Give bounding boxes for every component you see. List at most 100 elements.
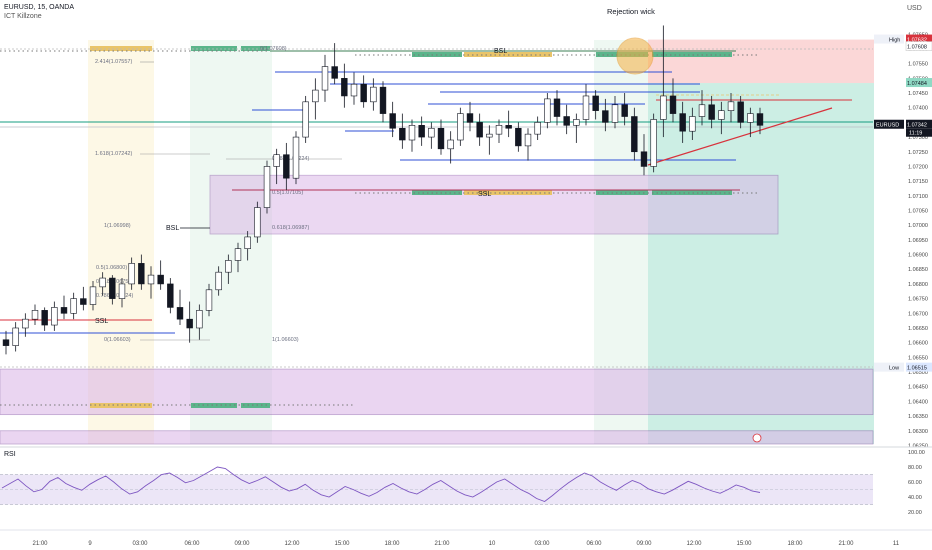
candle-body xyxy=(283,154,290,179)
indicator-name: ICT Killzone xyxy=(4,13,42,20)
price-tag-bg xyxy=(874,119,904,129)
candle-body xyxy=(611,104,619,123)
price-badge-label: 1.07608 xyxy=(907,45,927,51)
candle-body xyxy=(698,104,706,117)
price-tick-label: 1.06850 xyxy=(908,267,928,273)
fib-level-label: 1(1.06998) xyxy=(104,223,131,229)
candle-body xyxy=(544,98,551,123)
candle-body xyxy=(708,104,715,120)
candle-body xyxy=(109,277,116,299)
candle-body xyxy=(12,327,19,346)
time-tick-label: 21:00 xyxy=(32,541,48,547)
purple-lower-zone xyxy=(0,368,874,416)
price-tick-label: 1.07100 xyxy=(908,194,928,200)
candle-body xyxy=(418,125,425,138)
candle-body xyxy=(2,339,10,346)
price-tick-label: 1.06700 xyxy=(908,311,928,317)
candle-body xyxy=(138,263,145,285)
ssl-label: SSL xyxy=(478,191,491,198)
candle-body xyxy=(244,236,251,249)
time-tick-label: 21:00 xyxy=(434,541,450,547)
purple-ob-zone xyxy=(209,174,779,235)
countdown-label: 11:19 xyxy=(909,131,922,137)
candle-body xyxy=(196,310,203,329)
candle-body xyxy=(379,86,387,114)
countdown-bg xyxy=(906,128,932,137)
candle-body xyxy=(447,139,454,150)
candle-body xyxy=(370,86,377,103)
killzone-bar xyxy=(652,190,732,195)
price-badge-label: 1.07632 xyxy=(907,38,927,44)
price-tick-label: 1.07000 xyxy=(908,223,928,229)
price-tick-label: 1.06400 xyxy=(908,399,928,405)
killzone-bar xyxy=(241,403,270,408)
time-tick-label: 15:00 xyxy=(334,541,350,547)
price-tick-label: 1.06300 xyxy=(908,429,928,435)
candle-body xyxy=(602,110,609,123)
candle-body xyxy=(22,318,29,329)
time-tick-label: 15:00 xyxy=(736,541,752,547)
fib-level-label: 0.5(1.07105) xyxy=(272,190,303,196)
candle-body xyxy=(176,307,184,320)
time-tick-label: 06:00 xyxy=(586,541,602,547)
time-tick-label: 10 xyxy=(489,541,496,547)
price-tag-label: High xyxy=(889,38,900,44)
price-tick-label: 1.06650 xyxy=(908,326,928,332)
event-marker-icon xyxy=(752,433,762,443)
fib-level-label: 1(1.06603) xyxy=(272,337,299,343)
candle-body xyxy=(660,95,667,120)
currency-label: USD xyxy=(907,5,922,12)
price-tag-label: Low xyxy=(889,366,899,372)
symbol-title: EURUSD, 15, OANDA xyxy=(4,4,75,11)
price-tag-label: EURUSD xyxy=(876,123,899,129)
candle-body xyxy=(534,122,541,135)
price-tick-label: 1.06550 xyxy=(908,355,928,361)
price-badge xyxy=(905,41,932,51)
time-tick-label: 18:00 xyxy=(787,541,803,547)
price-tick-label: 1.07300 xyxy=(908,135,928,141)
price-tick-label: 1.07400 xyxy=(908,106,928,112)
candle-body xyxy=(669,95,677,114)
candle-body xyxy=(312,89,319,103)
candle-body xyxy=(727,101,735,111)
killzone-bar xyxy=(191,403,237,408)
time-tick-label: 09:00 xyxy=(234,541,250,547)
candle-body xyxy=(756,113,764,126)
rsi-pane-label: RSI xyxy=(4,451,16,458)
fib-level-label: 0.5(1.06800) xyxy=(96,265,127,271)
time-tick-label: 12:00 xyxy=(686,541,702,547)
candle-body xyxy=(689,116,696,132)
candle-body xyxy=(486,133,493,138)
candle-body xyxy=(679,113,686,132)
candle-body xyxy=(515,127,522,147)
red-trendline xyxy=(647,107,833,166)
price-badge xyxy=(906,362,932,372)
price-tick-label: 1.06900 xyxy=(908,253,928,259)
candle-body xyxy=(350,83,358,97)
candle-body xyxy=(408,125,416,141)
candle-body xyxy=(360,83,367,103)
price-tag-bg xyxy=(874,34,904,44)
candle-body xyxy=(89,286,97,305)
candle-body xyxy=(621,104,628,117)
fib-level-label: 0(1.07608) xyxy=(260,46,287,52)
candle-body xyxy=(186,318,193,329)
candle-body xyxy=(157,274,164,285)
candle-body xyxy=(437,127,445,150)
price-tick-label: 1.06750 xyxy=(908,297,928,303)
candle-body xyxy=(80,298,87,305)
candle-body xyxy=(428,127,435,138)
time-tick-label: 18:00 xyxy=(384,541,400,547)
time-tick-label: 06:00 xyxy=(184,541,200,547)
fib-level-label: 1.618(1.07242) xyxy=(95,151,132,157)
price-tick-label: 1.07050 xyxy=(908,209,928,215)
rsi-tick-label: 20.00 xyxy=(908,510,922,516)
candle-body xyxy=(631,116,638,153)
price-tick-label: 1.07250 xyxy=(908,150,928,156)
candle-body xyxy=(263,166,271,208)
candle-body xyxy=(650,119,657,167)
candle-body xyxy=(99,277,106,288)
killzone-bar xyxy=(90,403,152,408)
rsi-line xyxy=(1,466,761,503)
